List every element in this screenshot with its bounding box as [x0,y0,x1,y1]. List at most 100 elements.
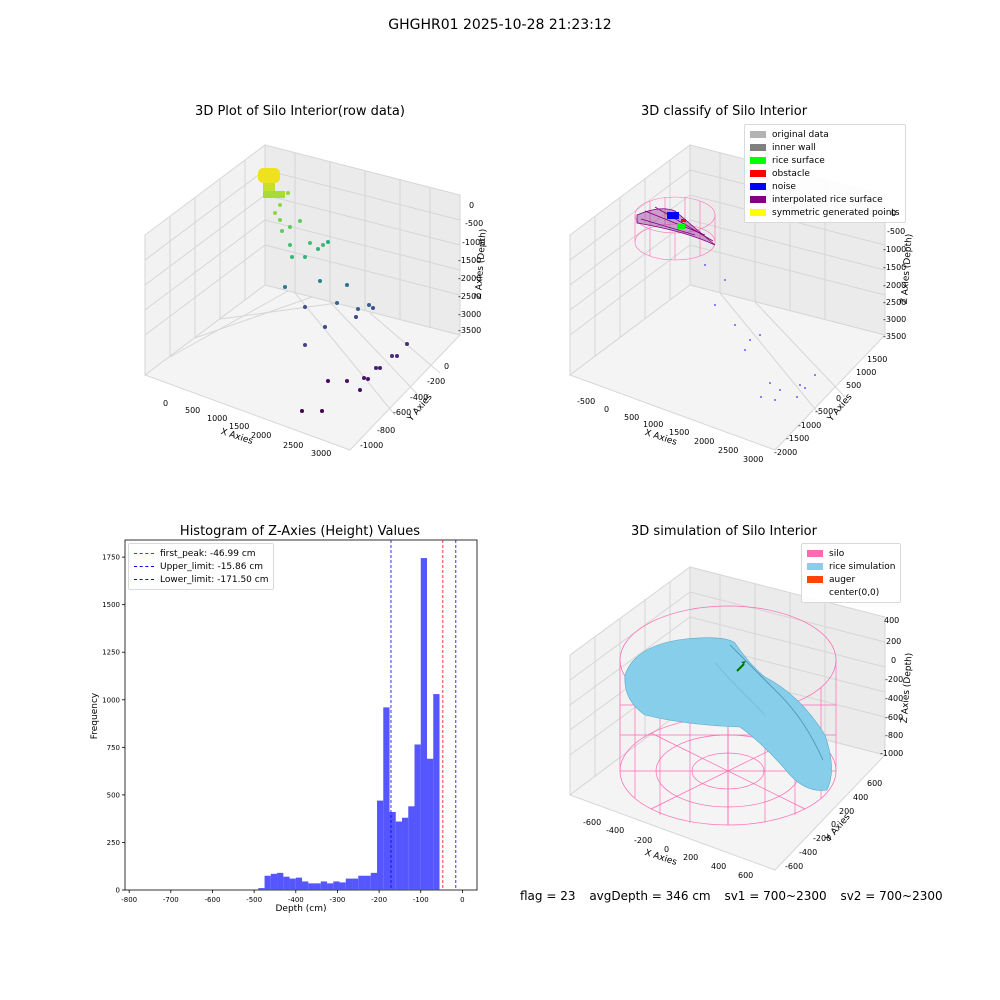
simulation-rice-surface [624,637,832,791]
legend-item: auger [807,573,895,586]
z-tick: -2500 [883,298,907,307]
legend-item: noise [750,180,900,193]
y-tick-label: 250 [107,839,120,847]
y-tick-label: 1000 [102,696,120,704]
y-tick-label: 750 [107,744,120,752]
simulation-3d-plot [568,566,886,871]
z-tick: -800 [885,731,904,740]
z-tick: 0 [891,656,897,665]
y-tick: -200 [813,834,832,843]
histogram-bar [352,878,359,890]
y-tick: -500 [815,407,834,416]
histogram-bar [364,875,371,890]
x-tick: -600 [583,818,602,827]
raw-3d-plot [143,144,461,451]
z-tick: -400 [885,694,904,703]
histogram-bar [258,888,265,890]
x-tick: -500 [577,397,596,406]
y-tick: -1000 [798,421,822,430]
legend-item: rice surface [750,154,900,167]
histogram-bar [295,877,303,890]
x-tick-label: -100 [413,896,429,904]
classify-obstacle [681,219,686,222]
legend-item: interpolated rice surface [750,193,900,206]
z-tick: 200 [886,637,902,646]
simulation-auger [736,663,745,672]
histogram-y-label: Frequency [90,692,100,739]
x-tick: 0 [604,405,610,414]
x-tick: 1500 [669,428,690,437]
y-tick-label: 1250 [102,649,120,657]
histogram-bars [258,558,440,890]
y-tick: -600 [393,408,412,417]
simulation-center-arrow [741,661,746,664]
x-tick: 2000 [694,437,715,446]
x-tick: 2500 [718,446,739,455]
histogram-y-ticks: 0 250 500 750 1000 1250 1500 1750 [102,554,125,895]
histogram-legend: first_peak: -46.99 cm Upper_limit: -15.8… [128,543,275,590]
y-tick: -2000 [774,448,798,457]
histogram-bar [370,872,378,890]
x-tick-label: -700 [163,896,179,904]
histogram-chart: -800 -700 -600 -500 -400 -300 -200 -100 0 0 250 50… [90,539,478,914]
z-tick: -1500 [458,256,482,265]
x-tick: 1000 [207,414,228,423]
histogram-bar [277,872,284,890]
z-tick: 400 [884,616,900,625]
y-tick: -400 [799,848,818,857]
y-tick: -800 [377,426,396,435]
histogram-x-label: Depth (cm) [275,904,326,914]
z-tick: -1000 [462,238,486,247]
z-tick: -3000 [883,315,907,324]
z-tick: -3500 [458,326,482,335]
legend-item: symmetric generated points [750,206,900,219]
histogram-bar [433,694,440,890]
status-avg-depth: avgDepth = 346 cm [589,889,711,903]
histogram-bar [264,875,271,890]
x-tick: 3000 [743,455,764,464]
histogram-bar [283,876,290,890]
status-sv1: sv1 = 700~2300 [724,889,827,903]
z-tick: -600 [885,713,904,722]
x-tick-label: -800 [121,896,137,904]
y-tick-label: 1500 [102,601,120,609]
legend-item: obstacle [750,167,900,180]
y-tick: 200 [839,807,855,816]
z-tick: 0 [891,209,897,218]
x-tick-label: -200 [371,896,387,904]
histogram-bar [427,758,434,890]
x-tick-label: -400 [288,896,304,904]
classify-noise-cluster [667,212,679,219]
histogram-bar [420,558,428,890]
histogram-bar [333,881,340,890]
legend-item: original data [750,128,900,141]
simulation-legend: silo rice simulation auger center(0,0) [801,543,902,603]
y-tick: 1500 [867,355,888,364]
legend-item: inner wall [750,141,900,154]
x-tick: 500 [624,413,640,422]
z-tick: -2000 [458,274,482,283]
z-tick: -3000 [458,310,482,319]
legend-item: silo [807,547,895,560]
x-tick-label: -500 [246,896,262,904]
y-tick: 400 [853,793,869,802]
histogram-bar [345,878,353,890]
histogram-bar [395,821,403,890]
x-tick: 1500 [229,422,250,431]
x-tick: 600 [738,871,754,880]
y-tick: 500 [846,381,862,390]
histogram-bar [270,873,278,890]
histogram-bar [339,882,346,890]
legend-item: first_peak: -46.99 cm [134,547,268,560]
raw-scatter-points [258,168,409,413]
histogram-bar [308,883,315,890]
histogram-bar [402,817,409,890]
classify-rice-surface [677,224,685,229]
y-tick: 0 [836,394,842,403]
z-tick: -500 [465,219,484,228]
histogram-bar [408,806,415,890]
x-tick: 0 [163,399,169,408]
raw-plot-title: 3D Plot of Silo Interior(row data) [195,104,405,119]
classify-plot-title: 3D classify of Silo Interior [640,104,808,119]
y-tick: -600 [785,862,804,871]
